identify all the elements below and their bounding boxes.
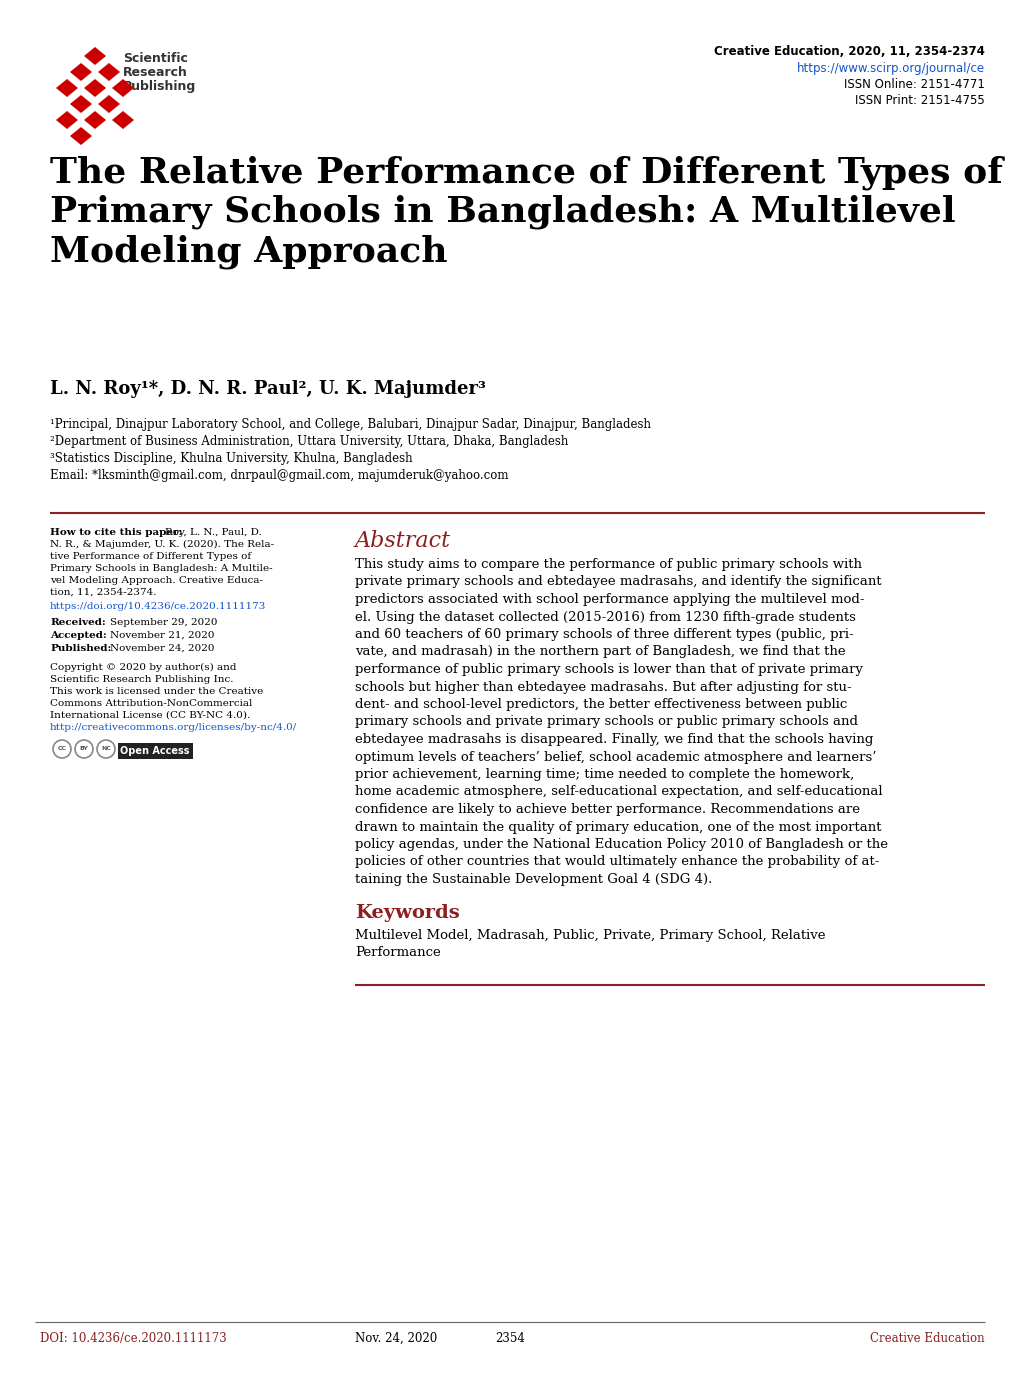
Text: private primary schools and ebtedayee madrasahs, and identify the significant: private primary schools and ebtedayee ma… xyxy=(355,576,880,588)
Text: Received:: Received: xyxy=(50,619,106,627)
Text: Abstract: Abstract xyxy=(355,530,450,552)
Text: Creative Education: Creative Education xyxy=(869,1331,984,1345)
Text: CC: CC xyxy=(57,746,66,752)
Polygon shape xyxy=(70,95,92,113)
Circle shape xyxy=(53,740,71,758)
Text: Commons Attribution-NonCommercial: Commons Attribution-NonCommercial xyxy=(50,699,252,709)
Text: Primary Schools in Bangladesh: A Multile-: Primary Schools in Bangladesh: A Multile… xyxy=(50,565,272,573)
Text: Publishing: Publishing xyxy=(123,80,196,93)
Text: vate, and madrasah) in the northern part of Bangladesh, we find that the: vate, and madrasah) in the northern part… xyxy=(355,645,845,659)
Text: policy agendas, under the National Education Policy 2010 of Bangladesh or the: policy agendas, under the National Educa… xyxy=(355,837,888,851)
Text: https://www.scirp.org/journal/ce: https://www.scirp.org/journal/ce xyxy=(796,62,984,75)
Text: Open Access: Open Access xyxy=(120,746,190,756)
Text: home academic atmosphere, self-educational expectation, and self-educational: home academic atmosphere, self-education… xyxy=(355,786,881,799)
Text: ebtedayee madrasahs is disappeared. Finally, we find that the schools having: ebtedayee madrasahs is disappeared. Fina… xyxy=(355,734,872,746)
Text: Scientific: Scientific xyxy=(123,53,187,65)
Text: primary schools and private primary schools or public primary schools and: primary schools and private primary scho… xyxy=(355,716,857,728)
Text: DOI: 10.4236/ce.2020.1111173: DOI: 10.4236/ce.2020.1111173 xyxy=(40,1331,226,1345)
Text: dent- and school-level predictors, the better effectiveness between public: dent- and school-level predictors, the b… xyxy=(355,698,847,711)
Text: schools but higher than ebtedayee madrasahs. But after adjusting for stu-: schools but higher than ebtedayee madras… xyxy=(355,681,851,693)
Text: prior achievement, learning time; time needed to complete the homework,: prior achievement, learning time; time n… xyxy=(355,768,854,781)
Text: November 21, 2020: November 21, 2020 xyxy=(110,631,214,639)
Text: confidence are likely to achieve better performance. Recommendations are: confidence are likely to achieve better … xyxy=(355,803,859,817)
Polygon shape xyxy=(112,111,133,129)
Text: ¹Principal, Dinajpur Laboratory School, and College, Balubari, Dinajpur Sadar, D: ¹Principal, Dinajpur Laboratory School, … xyxy=(50,418,650,430)
Text: September 29, 2020: September 29, 2020 xyxy=(110,619,217,627)
Text: November 24, 2020: November 24, 2020 xyxy=(110,644,214,653)
Text: International License (CC BY-NC 4.0).: International License (CC BY-NC 4.0). xyxy=(50,711,250,720)
Text: Performance: Performance xyxy=(355,947,440,959)
Text: Copyright © 2020 by author(s) and: Copyright © 2020 by author(s) and xyxy=(50,663,236,673)
Text: optimum levels of teachers’ belief, school academic atmosphere and learners’: optimum levels of teachers’ belief, scho… xyxy=(355,750,875,764)
Polygon shape xyxy=(98,95,120,113)
Text: and 60 teachers of 60 primary schools of three different types (public, pri-: and 60 teachers of 60 primary schools of… xyxy=(355,628,853,641)
Text: Keywords: Keywords xyxy=(355,905,460,923)
Text: Creative Education, 2020, 11, 2354-2374: Creative Education, 2020, 11, 2354-2374 xyxy=(713,46,984,58)
Text: Scientific Research Publishing Inc.: Scientific Research Publishing Inc. xyxy=(50,675,233,684)
Text: vel Modeling Approach. Creative Educa-: vel Modeling Approach. Creative Educa- xyxy=(50,576,263,585)
FancyBboxPatch shape xyxy=(118,743,193,758)
Text: ISSN Print: 2151-4755: ISSN Print: 2151-4755 xyxy=(854,94,984,107)
Text: Nov. 24, 2020: Nov. 24, 2020 xyxy=(355,1331,437,1345)
Text: Accepted:: Accepted: xyxy=(50,631,107,639)
Text: ISSN Online: 2151-4771: ISSN Online: 2151-4771 xyxy=(844,78,984,91)
Text: tion, 11, 2354-2374.: tion, 11, 2354-2374. xyxy=(50,588,156,597)
Text: N. R., & Majumder, U. K. (2020). The Rela-: N. R., & Majumder, U. K. (2020). The Rel… xyxy=(50,540,274,549)
Text: policies of other countries that would ultimately enhance the probability of at-: policies of other countries that would u… xyxy=(355,855,878,869)
Circle shape xyxy=(97,740,115,758)
Text: performance of public primary schools is lower than that of private primary: performance of public primary schools is… xyxy=(355,663,862,675)
Text: This work is licensed under the Creative: This work is licensed under the Creative xyxy=(50,686,263,696)
Polygon shape xyxy=(56,111,77,129)
Polygon shape xyxy=(98,64,120,82)
Circle shape xyxy=(75,740,93,758)
Polygon shape xyxy=(84,47,106,65)
Polygon shape xyxy=(84,111,106,129)
Text: predictors associated with school performance applying the multilevel mod-: predictors associated with school perfor… xyxy=(355,592,864,606)
Text: 2354: 2354 xyxy=(494,1331,525,1345)
Text: Published:: Published: xyxy=(50,644,111,653)
Text: taining the Sustainable Development Goal 4 (SDG 4).: taining the Sustainable Development Goal… xyxy=(355,873,711,886)
Polygon shape xyxy=(70,64,92,82)
Text: Multilevel Model, Madrasah, Public, Private, Primary School, Relative: Multilevel Model, Madrasah, Public, Priv… xyxy=(355,929,824,941)
Text: Email: *lksminth@gmail.com, dnrpaul@gmail.com, majumderuk@yahoo.com: Email: *lksminth@gmail.com, dnrpaul@gmai… xyxy=(50,469,508,482)
Text: L. N. Roy¹*, D. N. R. Paul², U. K. Majumder³: L. N. Roy¹*, D. N. R. Paul², U. K. Majum… xyxy=(50,381,485,399)
Text: http://creativecommons.org/licenses/by-nc/4.0/: http://creativecommons.org/licenses/by-n… xyxy=(50,722,297,732)
Text: el. Using the dataset collected (2015-2016) from 1230 fifth-grade students: el. Using the dataset collected (2015-20… xyxy=(355,610,855,624)
Polygon shape xyxy=(112,79,133,97)
Text: How to cite this paper:: How to cite this paper: xyxy=(50,529,182,537)
Polygon shape xyxy=(84,79,106,97)
Text: ³Statistics Discipline, Khulna University, Khulna, Bangladesh: ³Statistics Discipline, Khulna Universit… xyxy=(50,453,413,465)
Text: BY: BY xyxy=(79,746,89,752)
Text: drawn to maintain the quality of primary education, one of the most important: drawn to maintain the quality of primary… xyxy=(355,821,880,833)
Text: Roy, L. N., Paul, D.: Roy, L. N., Paul, D. xyxy=(165,529,262,537)
Polygon shape xyxy=(70,127,92,145)
Text: https://doi.org/10.4236/ce.2020.1111173: https://doi.org/10.4236/ce.2020.1111173 xyxy=(50,602,266,610)
Text: ²Department of Business Administration, Uttara University, Uttara, Dhaka, Bangla: ²Department of Business Administration, … xyxy=(50,435,568,448)
Polygon shape xyxy=(56,79,77,97)
Text: NC: NC xyxy=(101,746,111,752)
Text: tive Performance of Different Types of: tive Performance of Different Types of xyxy=(50,552,251,561)
Text: The Relative Performance of Different Types of
Primary Schools in Bangladesh: A : The Relative Performance of Different Ty… xyxy=(50,155,1002,270)
Text: Research: Research xyxy=(123,66,187,79)
Text: This study aims to compare the performance of public primary schools with: This study aims to compare the performan… xyxy=(355,558,861,572)
